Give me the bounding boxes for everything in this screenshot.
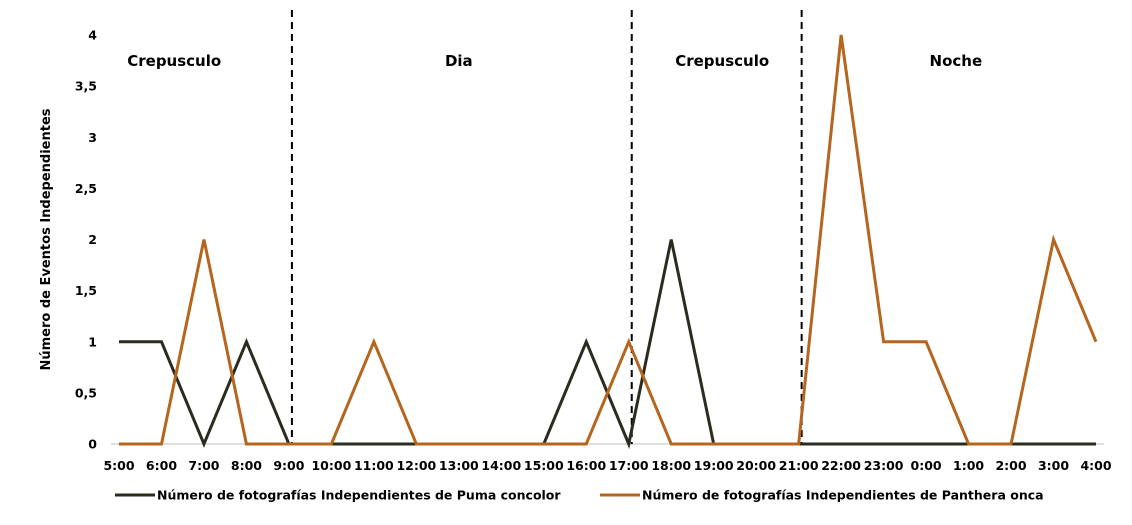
x-tick-label: 11:00 — [354, 458, 394, 473]
series-line-2 — [119, 34, 1098, 446]
x-tick-label: 16:00 — [566, 458, 606, 473]
y-axis-ticks: 0 0,5 1 1,5 2 2,5 3 3,5 4 — [75, 28, 97, 452]
y-tick-label: 1 — [88, 334, 97, 349]
x-tick-label: 18:00 — [651, 458, 691, 473]
x-tick-label: 22:00 — [821, 458, 861, 473]
y-tick-label: 4 — [88, 28, 97, 43]
x-tick-label: 8:00 — [231, 458, 262, 473]
y-axis-label: Número de Eventos Independientes — [39, 108, 54, 370]
x-tick-label: 19:00 — [694, 458, 734, 473]
period-labels: Crepusculo Dia Crepusculo Noche — [127, 52, 982, 70]
legend-entry-label: Número de fotografías Independientes de … — [157, 488, 561, 503]
x-tick-label: 9:00 — [273, 458, 304, 473]
x-tick-label: 2:00 — [995, 458, 1026, 473]
x-tick-label: 15:00 — [524, 458, 564, 473]
legend: Número de fotografías Independientes de … — [115, 488, 1044, 503]
x-tick-label: 5:00 — [103, 458, 134, 473]
period-label: Crepusculo — [675, 52, 769, 70]
period-label: Crepusculo — [127, 52, 221, 70]
period-label: Dia — [445, 52, 473, 70]
series-lines — [119, 34, 1098, 450]
x-tick-label: 21:00 — [779, 458, 819, 473]
x-tick-label: 10:00 — [311, 458, 351, 473]
y-tick-label: 3,5 — [75, 79, 97, 94]
series-line-1 — [119, 239, 1096, 450]
y-tick-label: 2 — [88, 232, 97, 247]
x-tick-label: 1:00 — [953, 458, 984, 473]
x-axis-ticks: 5:00 6:00 7:00 8:00 9:00 10:00 11:00 12:00 13:00… — [103, 458, 1111, 473]
x-tick-label: 7:00 — [188, 458, 219, 473]
y-tick-label: 1,5 — [75, 283, 97, 298]
x-tick-label: 17:00 — [609, 458, 649, 473]
y-tick-label: 0 — [88, 437, 97, 452]
x-tick-label: 23:00 — [864, 458, 904, 473]
legend-entry-label: Número de fotografías Independientes de … — [642, 488, 1044, 503]
x-tick-label: 14:00 — [481, 458, 521, 473]
y-tick-label: 2,5 — [75, 181, 97, 196]
x-tick-label: 6:00 — [146, 458, 177, 473]
x-tick-label: 12:00 — [396, 458, 436, 473]
y-tick-label: 0,5 — [75, 385, 97, 400]
x-tick-label: 4:00 — [1080, 458, 1111, 473]
x-tick-label: 3:00 — [1038, 458, 1069, 473]
y-tick-label: 3 — [88, 130, 97, 145]
x-tick-label: 0:00 — [911, 458, 942, 473]
x-tick-label: 13:00 — [439, 458, 479, 473]
x-tick-label: 20:00 — [736, 458, 776, 473]
period-label: Noche — [930, 52, 983, 70]
period-dividers — [290, 10, 803, 444]
